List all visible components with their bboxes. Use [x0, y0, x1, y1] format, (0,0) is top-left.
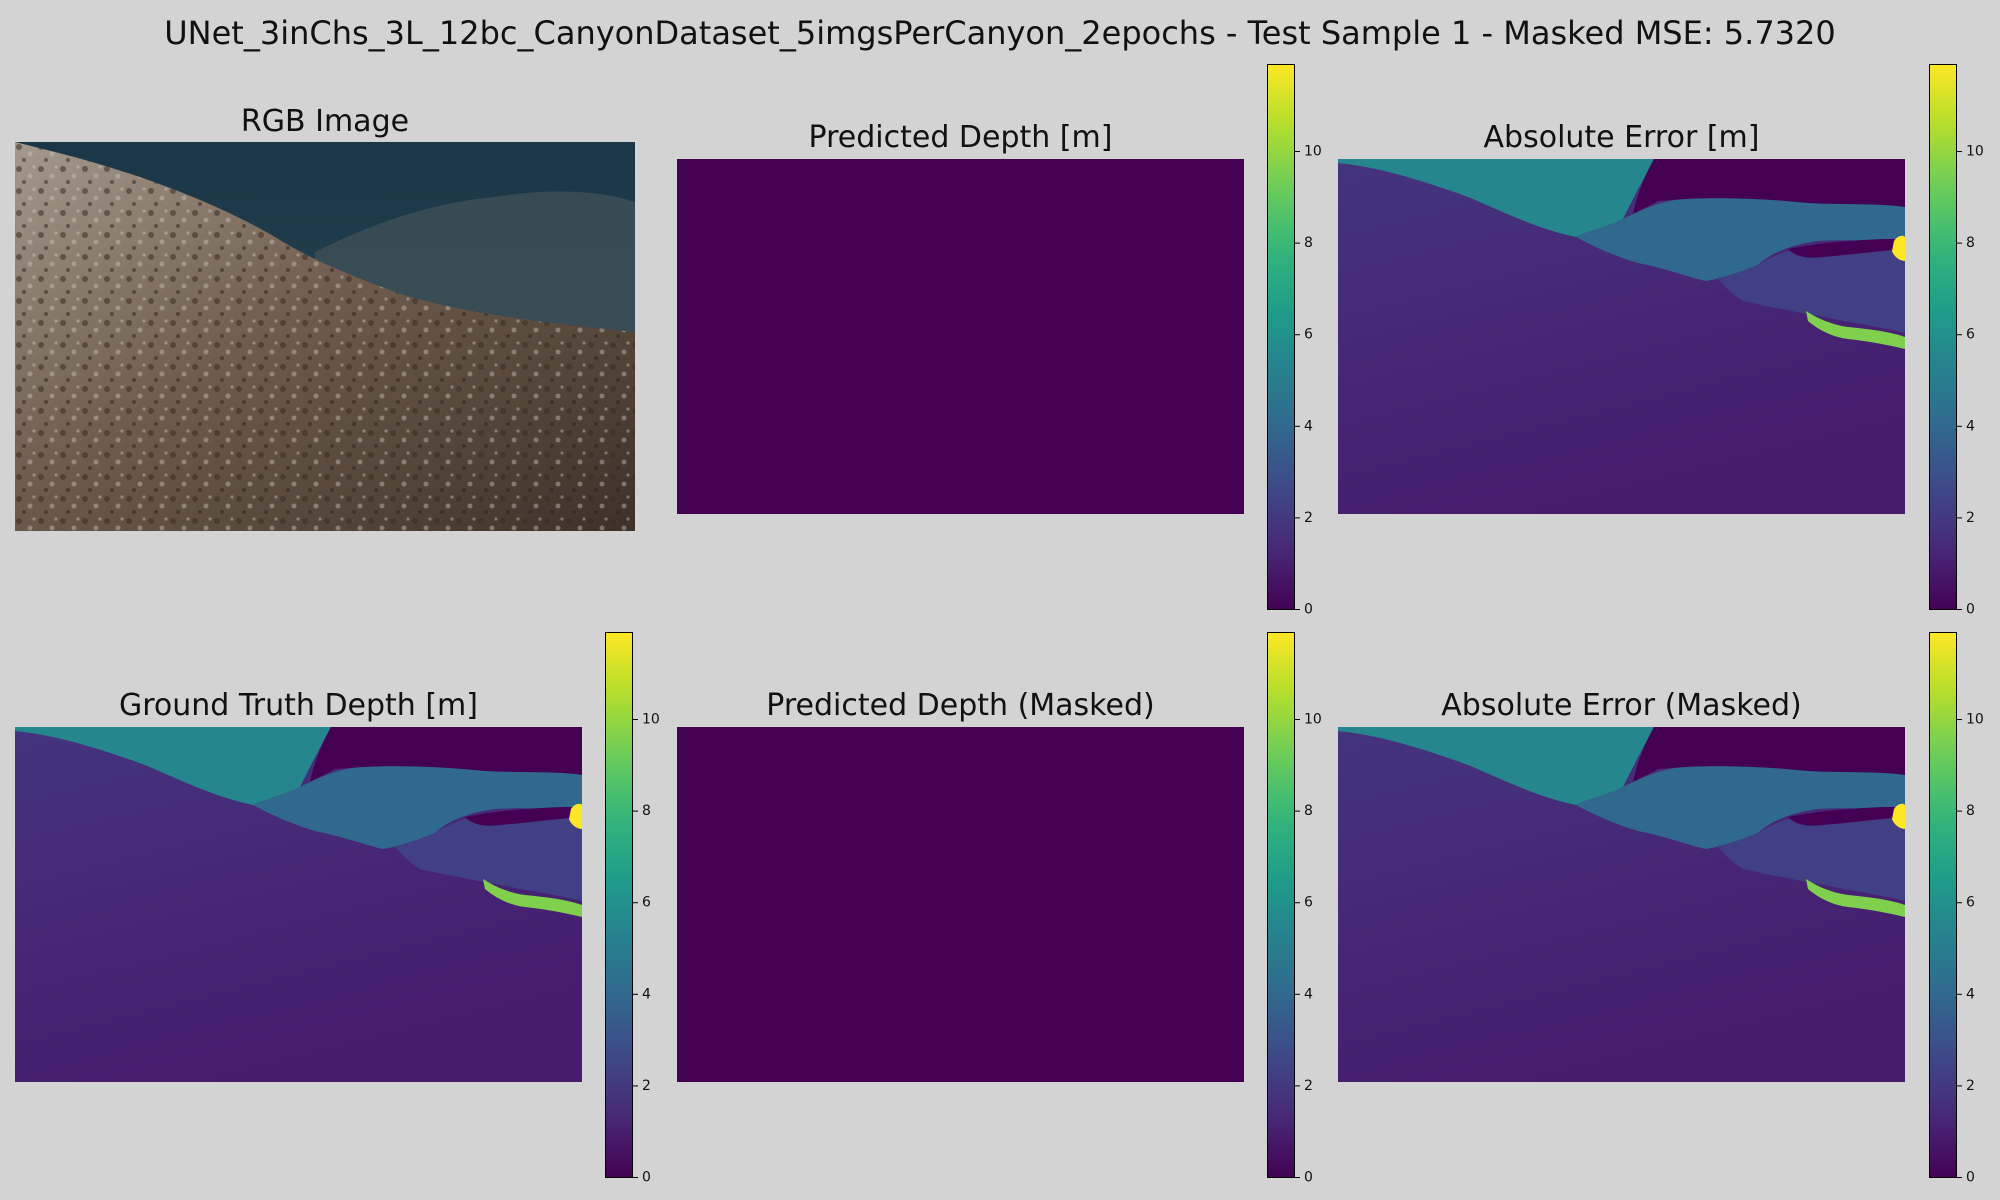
colorbar-tick-label: 4 — [1304, 418, 1313, 434]
colorbar-tick-label: 10 — [1966, 144, 1984, 160]
pred-panel-title: Predicted Depth [m] — [808, 120, 1113, 155]
abs-error-heatmap — [1338, 159, 1905, 514]
region-middle-right-band — [253, 766, 582, 849]
colorbar-tick-label: 2 — [642, 1078, 651, 1094]
abs-error-masked-heatmap — [1338, 727, 1905, 1082]
region-lower-right-band — [1718, 242, 1905, 333]
region-yellow-patch — [1892, 803, 1905, 829]
colorbar-tick-label: 10 — [1304, 712, 1322, 728]
colorbar-tick-label: 6 — [642, 895, 651, 911]
colorbar-tick-label: 4 — [1966, 418, 1975, 434]
abs-err-panel-title: Absolute Error [m] — [1483, 120, 1760, 155]
colorbar-tick-label: 10 — [1966, 712, 1984, 728]
rgb-image-panel — [15, 142, 635, 531]
colorbar-tick-label: 6 — [1304, 895, 1313, 911]
region-green-streak — [1806, 311, 1905, 349]
colorbar-tick-label: 0 — [1304, 602, 1313, 618]
gt-depth-heatmap — [15, 727, 582, 1082]
colorbar-gradient — [1929, 632, 1957, 1178]
region-upper-right-background — [310, 727, 582, 782]
colorbar-tick-label: 0 — [1966, 602, 1975, 618]
colorbar-tick-label: 8 — [642, 803, 651, 819]
region-dark-sliver — [1788, 239, 1905, 258]
colorbar-tick-label: 0 — [642, 1170, 651, 1186]
colorbar-tick-label: 10 — [1304, 144, 1322, 160]
pred-masked-heatmap — [677, 727, 1244, 1082]
colorbar-tick-label: 6 — [1966, 327, 1975, 343]
pred-colorbar: 0 2 4 6 8 10 — [1267, 64, 1337, 618]
region-green-streak — [483, 879, 582, 917]
figure-title: UNet_3inChs_3L_12bc_CanyonDataset_5imgsP… — [164, 14, 1836, 52]
abs-err-colorbar: 0 2 4 6 8 10 — [1929, 64, 1999, 618]
rgb-rock-texture — [15, 142, 635, 531]
colorbar-tick-label: 10 — [642, 712, 660, 728]
colorbar-tick-label: 2 — [1966, 1078, 1975, 1094]
pred-depth-heatmap — [677, 159, 1244, 514]
region-green-streak — [1806, 879, 1905, 917]
colorbar-gradient — [1267, 632, 1295, 1178]
colorbar-tick-label: 4 — [1966, 986, 1975, 1002]
abs-err-masked-panel-title: Absolute Error (Masked) — [1441, 688, 1802, 723]
colorbar-gradient — [605, 632, 633, 1178]
region-lower-right-band — [395, 810, 582, 901]
pred-masked-panel-title: Predicted Depth (Masked) — [766, 688, 1155, 723]
colorbar-tick-label: 2 — [1304, 1078, 1313, 1094]
region-dark-sliver — [465, 807, 582, 826]
colorbar-gradient — [1267, 64, 1295, 610]
colorbar-tick-label: 2 — [1304, 510, 1313, 526]
region-yellow-patch — [1892, 235, 1905, 261]
region-dark-sliver — [1788, 807, 1905, 826]
region-upper-left-slope — [1338, 727, 1654, 805]
colorbar-tick-label: 2 — [1966, 510, 1975, 526]
rgb-panel-title: RGB Image — [240, 104, 410, 139]
region-middle-right-band — [1576, 198, 1905, 281]
colorbar-gradient — [1929, 64, 1957, 610]
colorbar-tick-label: 4 — [1304, 986, 1313, 1002]
colorbar-tick-label: 6 — [1966, 895, 1975, 911]
region-upper-left-slope — [1338, 159, 1654, 237]
colorbar-tick-label: 8 — [1304, 235, 1313, 251]
region-upper-right-background — [1633, 159, 1905, 214]
colorbar-tick-label: 0 — [1304, 1170, 1313, 1186]
region-upper-left-slope — [15, 727, 331, 805]
colorbar-tick-label: 8 — [1966, 235, 1975, 251]
region-lower-right-band — [1718, 810, 1905, 901]
colorbar-tick-label: 8 — [1966, 803, 1975, 819]
colorbar-tick-label: 0 — [1966, 1170, 1975, 1186]
region-upper-right-background — [1633, 727, 1905, 782]
pred-depth-fill — [677, 159, 1244, 514]
gt-panel-title: Ground Truth Depth [m] — [118, 688, 478, 723]
region-middle-right-band — [1576, 766, 1905, 849]
pred-masked-fill — [677, 727, 1244, 1082]
gt-colorbar: 0 2 4 6 8 10 — [605, 632, 675, 1186]
colorbar-tick-label: 6 — [1304, 327, 1313, 343]
region-yellow-patch — [569, 803, 582, 829]
colorbar-tick-label: 4 — [642, 986, 651, 1002]
colorbar-tick-label: 8 — [1304, 803, 1313, 819]
abs-err-masked-colorbar: 0 2 4 6 8 10 — [1929, 632, 1999, 1186]
pred-masked-colorbar: 0 2 4 6 8 10 — [1267, 632, 1337, 1186]
